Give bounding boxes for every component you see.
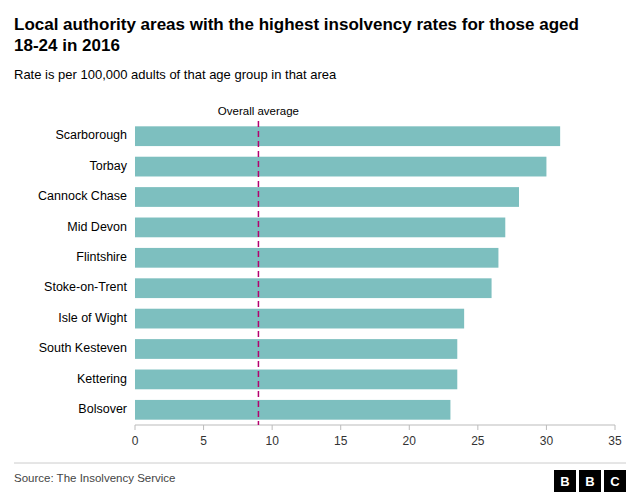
x-tick-label: 30 [540,434,554,448]
category-label: Isle of Wight [58,311,127,325]
x-tick [546,425,547,430]
x-tick-label: 25 [471,434,485,448]
x-tick-label: 15 [334,434,348,448]
average-line [258,121,260,425]
category-label: South Kesteven [39,341,127,355]
x-tick [409,425,410,430]
source: Source: The Insolvency Service [14,472,176,484]
x-tick-label: 20 [403,434,417,448]
x-tick [272,425,273,430]
x-tick-label: 10 [265,434,279,448]
bar [135,157,546,177]
bar [135,309,464,329]
chart-svg: Local authority areas with the highest i… [0,0,640,500]
x-tick [135,425,136,430]
x-tick [477,425,478,430]
category-label: Cannock Chase [38,189,127,203]
logo-box [579,470,601,492]
bar [135,370,457,390]
bar [135,218,505,238]
title: Local authority areas with the highest i… [14,15,579,34]
x-tick [615,425,616,430]
subtitle: Rate is per 100,000 adults of that age g… [14,67,337,82]
x-tick-label: 0 [132,434,139,448]
category-label: Bolsover [78,402,127,416]
bars [135,126,560,419]
category-label: Kettering [77,372,127,386]
logo-letter: C [610,474,620,489]
x-tick [203,425,204,430]
bar [135,126,560,146]
logo-letter: B [585,474,594,489]
background [0,0,640,500]
bar [135,400,450,420]
x-tick-label: 35 [608,434,622,448]
x-axis: 0 5 10 15 20 25 30 35 [132,425,622,448]
x-axis-line [135,425,615,426]
category-label: Torbay [89,159,127,173]
logo: BBC [554,470,626,492]
footer-rule [14,463,626,464]
category-label: Flintshire [76,250,127,264]
category-label: Stoke-on-Trent [44,280,127,294]
logo-box [604,470,626,492]
bar [135,248,498,268]
x-tick [340,425,341,430]
bar [135,339,457,359]
reference-lines [258,121,259,425]
title: 18-24 in 2016 [14,36,120,55]
logo-letter: B [560,474,569,489]
average-label: Overall average [218,105,299,117]
logo-box [554,470,576,492]
chart-container: Local authority areas with the highest i… [0,0,640,500]
category-label: Scarborough [55,128,127,142]
x-tick-label: 5 [200,434,207,448]
category-label: Mid Devon [67,220,127,234]
bar [135,187,519,207]
bar [135,278,492,298]
